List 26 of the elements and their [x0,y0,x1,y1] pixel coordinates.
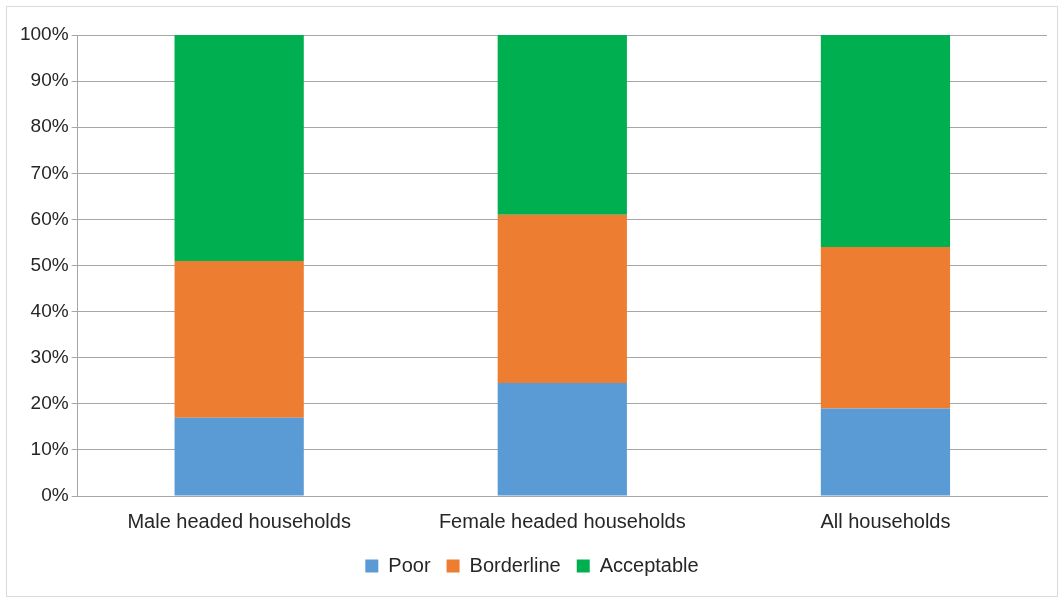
x-tick-label: Male headed households [127,509,351,532]
y-tick-label: 80% [30,115,69,137]
bar [174,417,304,496]
x-tick-label: Female headed households [438,509,686,532]
y-tick-label: 90% [30,69,69,91]
y-tick-label: 70% [30,161,69,183]
bar [174,260,304,418]
legend-label: Acceptable [599,553,699,576]
bar [497,35,627,215]
legend-label: Poor [388,553,431,576]
legend-label: Borderline [469,553,561,576]
y-tick-label: 40% [30,299,69,321]
y-tick-label: 100% [19,23,69,45]
y-tick-label: 50% [30,253,69,275]
y-tick-label: 0% [41,484,69,506]
y-tick-label: 20% [30,392,69,414]
y-tick-label: 30% [30,345,69,367]
y-tick-label: 60% [30,207,69,229]
bar [497,214,627,384]
x-tick-label: All households [820,509,951,532]
y-tick-label: 10% [30,438,69,460]
bar [820,408,951,496]
bar [497,383,627,496]
bar [820,35,951,248]
bar [820,247,951,409]
bar [174,35,304,261]
